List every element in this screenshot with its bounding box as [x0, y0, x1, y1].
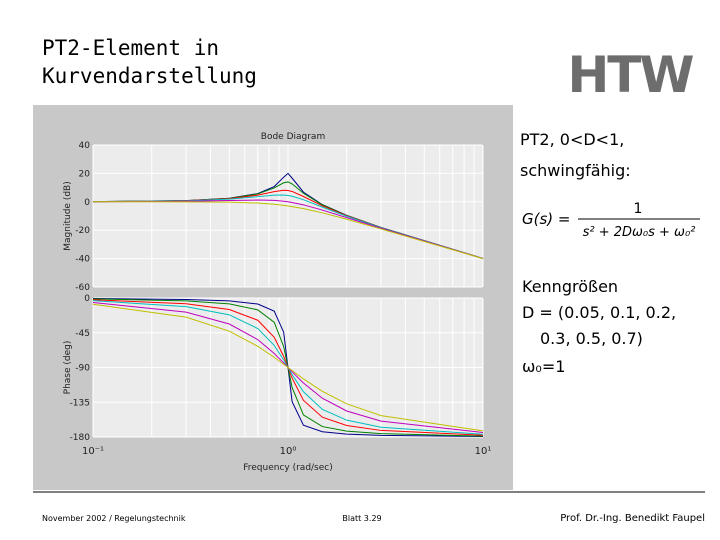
- series-line: [92, 194, 484, 259]
- formula-lhs: G(s) =: [522, 210, 570, 228]
- params-line: Kenngrößen: [522, 277, 618, 296]
- y-tick-label: 40: [79, 141, 91, 151]
- y-tick-label: -45: [75, 329, 90, 339]
- y-tick-label: 20: [79, 169, 91, 179]
- y-axis-label: Magnitude (dB): [63, 181, 73, 250]
- logo: HTW: [567, 46, 693, 104]
- series-line: [92, 201, 484, 260]
- x-axis-label: Frequency (rad/sec): [243, 463, 333, 473]
- y-axis-label: Phase (deg): [63, 341, 73, 395]
- chart-title: Bode Diagram: [261, 132, 325, 142]
- params-line: 0.3, 0.5, 0.7): [540, 329, 643, 348]
- y-tick-label: -60: [75, 283, 90, 293]
- x-tick-label: 10⁰: [280, 446, 297, 457]
- footer-right: Prof. Dr.-Ing. Benedikt Faupel: [560, 513, 705, 524]
- params-line: D = (0.05, 0.1, 0.2,: [522, 303, 676, 322]
- params-line: ω₀=1: [522, 357, 565, 376]
- title-line: PT2-Element in: [42, 36, 219, 60]
- y-tick-label: 0: [84, 294, 90, 304]
- x-tick-label: 10¹: [475, 446, 492, 457]
- x-tick-label: 10⁻¹: [82, 446, 104, 457]
- y-tick-label: -135: [70, 398, 90, 408]
- side-heading: PT2, 0<D<1,: [520, 130, 624, 149]
- footer-center: Blatt 3.29: [342, 514, 381, 523]
- y-tick-label: -180: [70, 433, 91, 443]
- series-line: [92, 303, 484, 432]
- side-heading: schwingfähig:: [520, 161, 631, 180]
- series-line: [92, 199, 484, 260]
- formula-denominator: s² + 2Dω₀s + ω₀²: [583, 225, 696, 240]
- title-line: Kurvendarstellung: [42, 64, 257, 88]
- y-tick-label: 0: [84, 198, 90, 208]
- y-tick-label: -90: [75, 364, 90, 374]
- y-tick-label: -40: [75, 255, 90, 265]
- y-tick-label: -20: [75, 226, 90, 236]
- footer-left: November 2002 / Regelungstechnik: [42, 514, 186, 523]
- formula-numerator: 1: [634, 201, 643, 217]
